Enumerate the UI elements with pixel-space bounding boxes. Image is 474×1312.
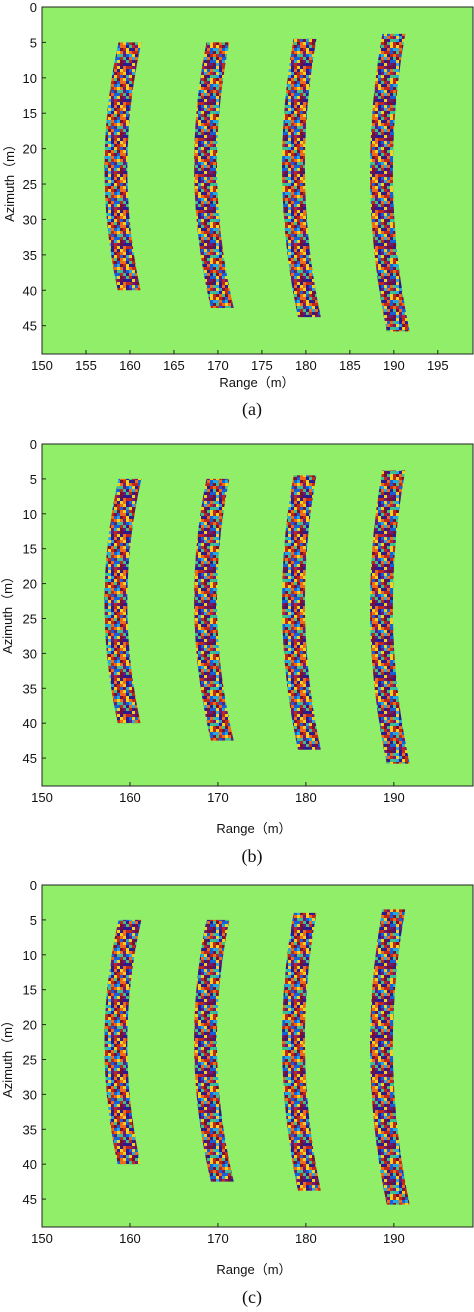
panel-a-x-tick-label: 170: [207, 358, 229, 373]
panel-c-caption: (c): [242, 1287, 262, 1308]
panel-a-y-tick-label: 0: [30, 0, 37, 15]
panel-a-y-tick-label: 45: [23, 319, 37, 334]
panel-c-stripe-1: [104, 919, 142, 1165]
panel-c-y-tick-label: 5: [30, 913, 37, 928]
panel-a-x-tick-label: 175: [251, 358, 273, 373]
panel-c-x-axis-title: Range（m）: [216, 1262, 291, 1277]
panel-c-y-tick-label: 0: [30, 878, 37, 893]
panel-a-stripe-2: [194, 42, 234, 308]
panel-b-y-tick-label: 25: [23, 611, 37, 626]
panel-a-y-tick-label: 35: [23, 248, 37, 263]
panel-c-stripe-2: [194, 919, 234, 1182]
panel-c-y-tick-label: 20: [23, 1018, 37, 1033]
panel-a-y-tick-label: 30: [23, 212, 37, 227]
panel-a-stripes: [104, 33, 410, 332]
panel-c-y-tick-label: 30: [23, 1087, 37, 1102]
panel-a-stripe-3: [282, 38, 321, 318]
panel-a-y-tick-label: 20: [23, 142, 37, 157]
panel-b-y-tick-label: 30: [23, 646, 37, 661]
panel-b-y-tick-label: 35: [23, 681, 37, 696]
panel-b-y-tick-label: 10: [23, 507, 37, 522]
panel-b-stripe-2: [194, 478, 234, 741]
panel-a-stripe-4: [370, 33, 410, 332]
panel-b-ticks: 150 160 170 180 190 0 5 10 15 20 25 30 35 40 45: [23, 437, 405, 805]
panel-c-y-axis-title: Azimuth（m）: [0, 1014, 15, 1098]
panel-b-x-axis-title: Range（m）: [216, 821, 291, 836]
panel-a-y-tick-label: 10: [23, 71, 37, 86]
panel-a-caption: (a): [242, 399, 262, 420]
panel-a-y-tick-label: 40: [23, 283, 37, 298]
panel-c-y-tick-label: 40: [23, 1157, 37, 1172]
panel-a-x-tick-label: 195: [427, 358, 449, 373]
panel-b-y-tick-label: 15: [23, 542, 37, 557]
panel-a-x-tick-label: 155: [75, 358, 97, 373]
panel-c-x-tick-label: 150: [31, 1231, 53, 1246]
panel-c-x-tick-label: 170: [207, 1231, 229, 1246]
panel-a-ticks: 150 155 160 165 170 175 180 185 190 195 0 5 10 15 20 25…: [23, 0, 449, 373]
panel-a-y-tick-label: 25: [23, 177, 37, 192]
panel-b-y-tick-label: 20: [23, 577, 37, 592]
panel-b-y-tick-label: 5: [30, 472, 37, 487]
panel-c-y-tick-label: 45: [23, 1192, 37, 1207]
panel-b-stripe-3: [282, 475, 321, 750]
panel-c-stripes: [104, 909, 410, 1205]
panel-b-x-tick-label: 170: [207, 790, 229, 805]
panel-b-y-tick-label: 40: [23, 716, 37, 731]
panel-a-x-axis-title: Range（m）: [219, 375, 294, 390]
panel-c-x-tick-label: 180: [295, 1231, 317, 1246]
panel-b-x-tick-label: 160: [119, 790, 141, 805]
panel-b-x-tick-label: 190: [383, 790, 405, 805]
panel-b-x-tick-label: 180: [295, 790, 317, 805]
panel-c-ticks: 150 160 170 180 190 0 5 10 15 20 25 30 35 40 45: [23, 878, 405, 1246]
panel-a-x-tick-label: 150: [31, 358, 53, 373]
panel-c-y-tick-label: 15: [23, 983, 37, 998]
panel-a: 150 155 160 165 170 175 180 185 190 195 0 5 10 15 20 25…: [2, 0, 474, 420]
panel-a-x-tick-label: 165: [163, 358, 185, 373]
panel-a-x-tick-label: 160: [119, 358, 141, 373]
panel-c-y-tick-label: 35: [23, 1122, 37, 1137]
panel-b-stripe-1: [104, 478, 142, 724]
panel-b-y-tick-label: 45: [23, 751, 37, 766]
panel-a-x-tick-label: 190: [383, 358, 405, 373]
panel-b: 150 160 170 180 190 0 5 10 15 20 25 30 35 40 45 Range（…: [0, 437, 474, 867]
panel-a-x-tick-label: 185: [339, 358, 361, 373]
panel-c-y-tick-label: 10: [23, 948, 37, 963]
panel-c-y-tick-label: 25: [23, 1052, 37, 1067]
panel-c-x-tick-label: 160: [119, 1231, 141, 1246]
panel-c-x-tick-label: 190: [383, 1231, 405, 1246]
panel-c-stripe-4: [370, 909, 410, 1205]
panel-a-y-axis-title: Azimuth（m）: [2, 138, 17, 222]
panel-a-x-tick-label: 180: [295, 358, 317, 373]
panel-b-x-tick-label: 150: [31, 790, 53, 805]
panel-b-caption: (b): [242, 846, 263, 867]
panel-b-y-tick-label: 0: [30, 437, 37, 452]
panel-c-stripe-3: [282, 912, 321, 1191]
panel-a-stripe-1: [104, 42, 142, 291]
panel-b-y-axis-title: Azimuth（m）: [0, 570, 15, 654]
panel-a-y-tick-label: 15: [23, 106, 37, 121]
panel-c: 150 160 170 180 190 0 5 10 15 20 25 30 35 40 45 Range（…: [0, 878, 474, 1308]
panel-b-stripes: [104, 470, 410, 764]
panel-a-y-tick-label: 5: [30, 35, 37, 50]
panel-b-stripe-4: [370, 470, 410, 764]
